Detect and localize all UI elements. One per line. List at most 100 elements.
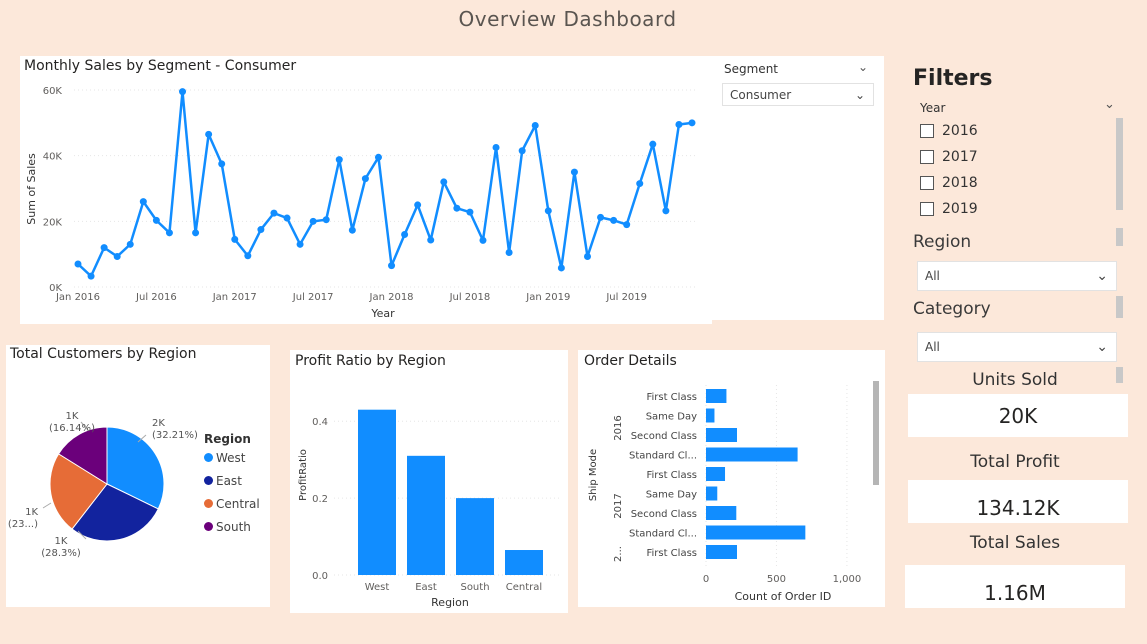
legend-dot-icon bbox=[204, 476, 213, 485]
legend-item-east[interactable]: East bbox=[204, 474, 242, 488]
hbar bbox=[706, 506, 737, 520]
data-point bbox=[361, 175, 369, 183]
total-sales-label: Total Sales bbox=[969, 533, 1061, 553]
y-tick-label: 0.4 bbox=[312, 417, 328, 428]
year-option-2017[interactable]: 2017 bbox=[920, 149, 1080, 168]
category-label: Standard Cl... bbox=[629, 529, 697, 540]
x-tick-label: 500 bbox=[767, 574, 786, 585]
data-point bbox=[74, 260, 82, 268]
bar-east bbox=[407, 455, 445, 575]
year-collapse-chevron-icon[interactable]: ⌄ bbox=[1104, 97, 1115, 112]
data-point bbox=[505, 249, 513, 257]
hbar bbox=[706, 447, 798, 462]
bar-central bbox=[505, 550, 543, 575]
order-details-title: Order Details bbox=[584, 353, 677, 369]
checkbox-icon[interactable] bbox=[920, 176, 934, 190]
total-sales-card: 1.16M bbox=[905, 565, 1125, 608]
filters-panel: Filters Year ⌄ 2016 2017 2018 2019 Regio… bbox=[908, 56, 1128, 616]
category-scrollbar-lower[interactable] bbox=[1116, 367, 1123, 383]
pie-leader-line bbox=[137, 434, 147, 443]
bar-west bbox=[358, 409, 396, 575]
total-profit-card: 134.12K bbox=[908, 480, 1128, 523]
data-point bbox=[139, 198, 147, 206]
order-details-scrollbar[interactable] bbox=[873, 381, 879, 485]
dashboard-title: Overview Dashboard bbox=[458, 7, 677, 31]
hbar bbox=[706, 467, 726, 481]
hbar bbox=[706, 389, 727, 403]
total-profit-label: Total Profit bbox=[970, 452, 1060, 472]
units-sold-card: 20K bbox=[908, 394, 1128, 437]
pie-slice-east bbox=[71, 483, 159, 542]
pie-leader-line bbox=[77, 530, 87, 540]
x-axis-label: Region bbox=[431, 596, 469, 609]
pie-slice-south bbox=[57, 426, 108, 485]
group-label: 2... bbox=[613, 546, 624, 562]
legend-label: Central bbox=[216, 497, 260, 511]
segment-collapse-chevron-icon[interactable]: ⌄ bbox=[858, 60, 869, 74]
data-point bbox=[597, 213, 605, 221]
data-point bbox=[688, 119, 696, 127]
data-point bbox=[257, 226, 265, 234]
region-dropdown[interactable]: All ⌄ bbox=[917, 261, 1117, 291]
x-tick-label: Central bbox=[506, 582, 542, 593]
x-axis-label: Count of Order ID bbox=[735, 590, 832, 603]
data-point bbox=[100, 244, 108, 252]
y-tick-label: 0.0 bbox=[312, 571, 328, 582]
segment-dropdown[interactable]: Consumer ⌄ bbox=[722, 83, 874, 106]
x-axis-label: Year bbox=[370, 307, 395, 320]
data-point bbox=[649, 140, 657, 148]
chevron-down-icon: ⌄ bbox=[1096, 339, 1108, 355]
x-tick-label: 1,000 bbox=[833, 574, 862, 585]
region-dropdown-value: All bbox=[925, 269, 940, 283]
data-point bbox=[570, 168, 578, 176]
pie-data-label-value: 1K bbox=[55, 536, 68, 547]
category-label: First Class bbox=[646, 392, 697, 403]
sales-line bbox=[77, 90, 693, 278]
data-point bbox=[662, 207, 670, 215]
y-tick-label: 0.2 bbox=[312, 494, 328, 505]
pie-chart-card: Total Customers by Region 2K (32.21%) 1K (2… bbox=[6, 345, 270, 607]
hbar bbox=[706, 486, 718, 501]
checkbox-icon[interactable] bbox=[920, 150, 934, 164]
x-tick-label: West bbox=[365, 582, 390, 593]
data-point bbox=[113, 252, 121, 260]
pie-data-label-percent: (28.3%) bbox=[41, 548, 81, 559]
region-scrollbar[interactable] bbox=[1116, 228, 1123, 246]
data-point bbox=[440, 178, 448, 186]
legend-item-central[interactable]: Central bbox=[204, 497, 260, 511]
year-option-2018[interactable]: 2018 bbox=[920, 175, 1080, 194]
x-tick-label: Jul 2019 bbox=[605, 292, 647, 303]
year-option-2016[interactable]: 2016 bbox=[920, 123, 1080, 142]
category-dropdown[interactable]: All ⌄ bbox=[917, 332, 1117, 362]
segment-label: Segment bbox=[724, 62, 778, 76]
legend-item-south[interactable]: South bbox=[204, 520, 251, 534]
legend-item-west[interactable]: West bbox=[204, 451, 246, 465]
pie-data-label-value: 1K bbox=[25, 507, 38, 518]
data-point bbox=[192, 229, 200, 237]
legend-dot-icon bbox=[204, 522, 213, 531]
category-scrollbar[interactable] bbox=[1116, 296, 1123, 318]
data-point bbox=[126, 240, 134, 248]
hbar bbox=[706, 525, 806, 540]
category-label: Same Day bbox=[646, 412, 697, 423]
total-profit-value: 134.12K bbox=[976, 495, 1060, 520]
category-slicer-label: Category bbox=[913, 299, 991, 319]
y-axis-label: Ship Mode bbox=[588, 449, 599, 501]
order-details-card: Order Details 0 500 1,000 First Class Same D… bbox=[578, 350, 885, 607]
pie-leader-line bbox=[80, 421, 89, 431]
checkbox-icon[interactable] bbox=[920, 202, 934, 216]
year-option-2019[interactable]: 2019 bbox=[920, 201, 1080, 220]
legend-dot-icon bbox=[204, 499, 213, 508]
x-tick-label: Jan 2016 bbox=[55, 292, 100, 303]
bar-chart: 0.4 0.2 0.0 West East South Central Region Profi… bbox=[298, 409, 560, 609]
year-slicer-label: Year bbox=[920, 101, 946, 115]
data-point bbox=[270, 209, 278, 217]
year-label: 2016 bbox=[942, 123, 978, 139]
year-scrollbar[interactable] bbox=[1116, 118, 1123, 210]
checkbox-icon[interactable] bbox=[920, 124, 934, 138]
pie-data-label-percent: (16.14%) bbox=[49, 423, 95, 434]
x-tick-label: South bbox=[460, 582, 489, 593]
data-point bbox=[427, 236, 435, 244]
legend-dot-icon bbox=[204, 453, 213, 462]
group-label: 2016 bbox=[613, 415, 624, 440]
